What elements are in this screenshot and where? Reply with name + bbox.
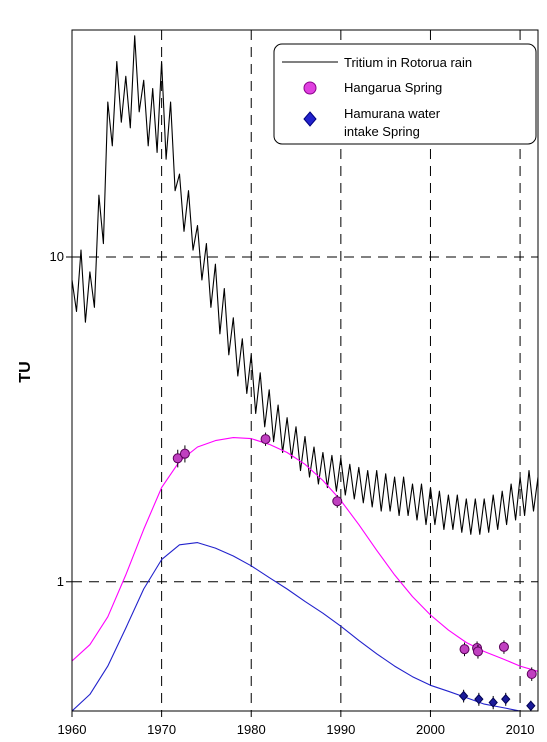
x-tick-label: 1990 [326,722,355,737]
axis-ticks: 1960 1970 1980 1990 2000 2010 1 10 [50,249,535,737]
hangarua-point [172,453,183,464]
hamurana-point [488,697,498,708]
legend-label-hangarua: Hangarua Spring [344,80,442,95]
hangarua-point [472,646,483,657]
hamurana-point [501,693,511,705]
hamurana-point [474,693,484,705]
y-axis-title: TU [17,361,34,382]
plot-frame [71,29,539,712]
legend-box [273,43,537,145]
x-tick-label: 2010 [506,722,535,737]
hamurana-point [526,700,536,711]
hangarua-point [260,434,271,445]
x-tick-label: 1960 [58,722,87,737]
legend-label-rain: Tritium in Rotorua rain [344,55,472,70]
x-tick-label: 1970 [147,722,176,737]
y-tick-label: 10 [50,249,64,264]
legend-label-hamurana-line1: Hamurana water [344,106,441,121]
legend: Tritium in Rotorua rain Hangarua Spring … [273,43,537,145]
hangarua-point [498,641,509,652]
hangarua-point [526,668,537,679]
legend-label-hamurana-line2: intake Spring [344,124,420,139]
hangarua-point [332,496,343,507]
grid-lines [72,30,538,711]
series-layer [72,35,538,711]
hangarua-point [179,448,190,459]
hamurana-model-curve [72,542,523,711]
legend-circle-swatch [303,81,317,95]
rain-tritium-line [72,35,538,535]
hamurana-point [458,690,469,702]
legend-diamond-swatch [303,111,317,127]
hangarua-point [459,644,470,655]
y-tick-label: 1 [57,574,64,589]
x-tick-label: 2000 [416,722,445,737]
x-tick-label: 1980 [237,722,266,737]
hangarua-model-curve [72,437,538,672]
